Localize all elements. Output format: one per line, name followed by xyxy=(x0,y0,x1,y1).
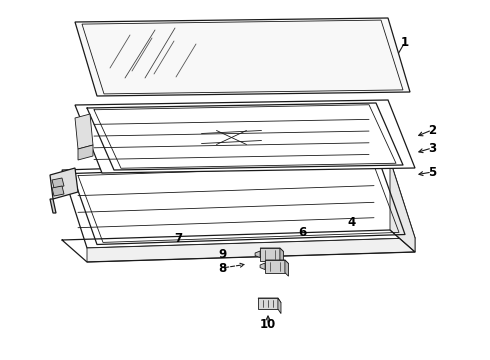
Polygon shape xyxy=(75,18,410,96)
Polygon shape xyxy=(265,260,289,264)
Polygon shape xyxy=(390,160,415,252)
Polygon shape xyxy=(278,298,281,314)
Polygon shape xyxy=(255,251,260,258)
Text: 2: 2 xyxy=(428,123,436,136)
Polygon shape xyxy=(75,114,93,149)
Polygon shape xyxy=(280,248,284,264)
Polygon shape xyxy=(75,100,415,173)
Text: 5: 5 xyxy=(428,166,436,179)
Text: 1: 1 xyxy=(401,36,409,49)
Polygon shape xyxy=(260,263,265,270)
Polygon shape xyxy=(258,298,278,309)
Polygon shape xyxy=(285,260,289,276)
Polygon shape xyxy=(258,298,281,303)
Polygon shape xyxy=(62,160,415,248)
Text: 4: 4 xyxy=(348,216,356,229)
Text: 8: 8 xyxy=(218,261,226,274)
Polygon shape xyxy=(50,199,56,213)
Polygon shape xyxy=(265,260,285,273)
Polygon shape xyxy=(78,145,93,160)
Text: 3: 3 xyxy=(428,141,436,154)
Polygon shape xyxy=(260,248,280,261)
Text: 7: 7 xyxy=(174,231,182,244)
Text: 6: 6 xyxy=(298,225,306,238)
Polygon shape xyxy=(52,178,64,188)
Polygon shape xyxy=(87,238,415,262)
Text: 10: 10 xyxy=(260,319,276,332)
Polygon shape xyxy=(50,168,78,199)
Polygon shape xyxy=(260,248,284,252)
Text: 9: 9 xyxy=(218,248,226,261)
Polygon shape xyxy=(52,186,64,196)
